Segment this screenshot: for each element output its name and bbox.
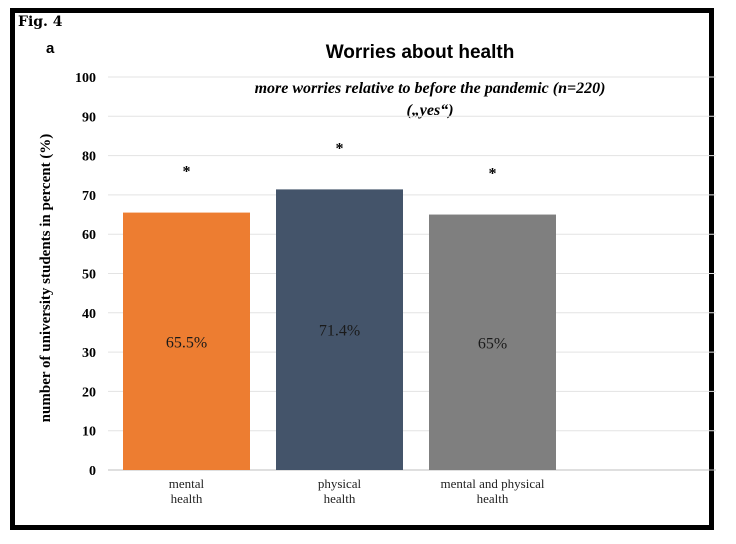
significance-marker: * xyxy=(336,140,344,157)
y-tick-label: 50 xyxy=(82,268,96,283)
chart-subtitle-line2: („yes“) xyxy=(406,102,454,119)
x-tick-label-line: mental and physical xyxy=(440,476,545,491)
chart-title: Worries about health xyxy=(325,42,515,63)
chart-subtitle-line1: more worries relative to before the pand… xyxy=(254,80,606,97)
x-tick-label-line: physical xyxy=(317,476,362,491)
x-tick-label-line: mental xyxy=(168,476,205,491)
data-label: 71.4% xyxy=(319,323,360,340)
significance-marker: * xyxy=(183,164,191,181)
significance-marker: * xyxy=(489,166,497,183)
y-tick-label: 0 xyxy=(89,464,96,479)
bar xyxy=(276,189,403,470)
y-tick-label: 100 xyxy=(75,71,96,86)
bar xyxy=(123,212,250,470)
y-tick-label: 30 xyxy=(82,346,96,361)
bar xyxy=(429,214,556,470)
y-tick-label: 10 xyxy=(82,425,96,440)
y-tick-label: 60 xyxy=(82,228,96,243)
chart-subtitle: more worries relative to before the pand… xyxy=(200,78,660,122)
y-tick-label: 40 xyxy=(82,307,96,322)
data-label: 65.5% xyxy=(166,334,207,351)
y-tick-label: 80 xyxy=(82,150,96,165)
y-tick-label: 70 xyxy=(82,189,96,204)
panel-label: a xyxy=(46,40,55,57)
y-tick-label: 90 xyxy=(82,110,96,125)
data-label: 65% xyxy=(478,335,507,352)
x-tick-label: mental and physical health xyxy=(408,476,578,506)
y-tick-label: 20 xyxy=(82,385,96,400)
x-tick-label-line: health xyxy=(323,491,356,506)
x-tick-label-line: health xyxy=(170,491,203,506)
x-tick-label-line: health xyxy=(476,491,509,506)
x-tick-label: mental health xyxy=(102,476,272,506)
x-tick-label: physical health xyxy=(255,476,425,506)
figure-label: Fig. 4 xyxy=(18,14,63,30)
